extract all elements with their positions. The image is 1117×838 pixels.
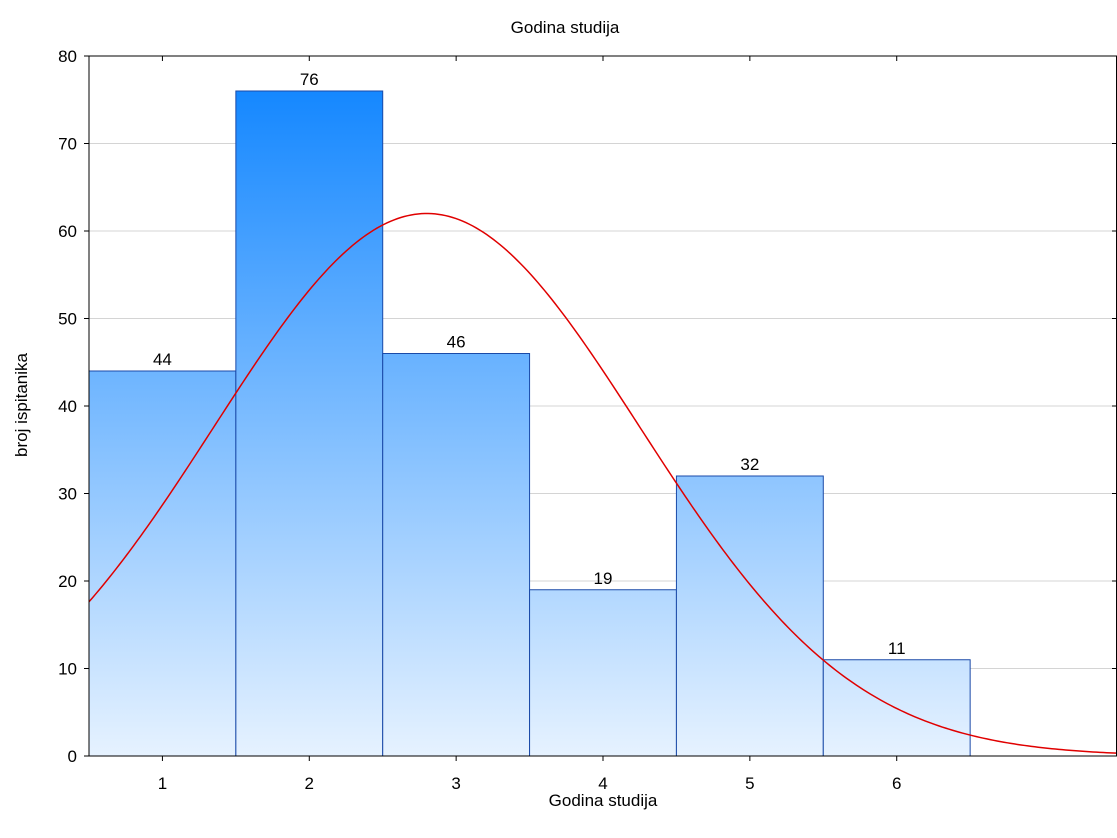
bar-value-label: 19 (594, 569, 613, 588)
bar (235, 90, 384, 757)
bar (529, 589, 677, 757)
bar-value-label: 76 (300, 70, 319, 89)
y-tick-label: 40 (58, 397, 77, 416)
data-labels: 44 76 46 19 32 11 (153, 70, 906, 658)
y-tick-label: 20 (58, 572, 77, 591)
normal-curve (89, 212, 1117, 754)
x-tick-label: 5 (745, 774, 754, 793)
bar-value-label: 11 (888, 639, 906, 658)
x-tick-label: 4 (598, 774, 607, 793)
bar-value-label: 46 (447, 333, 466, 352)
bars (88, 90, 971, 757)
y-tick-label: 60 (58, 222, 77, 241)
y-tick-label: 70 (58, 135, 77, 154)
bar (675, 475, 824, 757)
x-tick-label: 2 (305, 774, 314, 793)
y-tick-label: 10 (58, 660, 77, 679)
x-tick-label: 3 (451, 774, 460, 793)
x-tick-label: 1 (158, 774, 167, 793)
bar (88, 370, 237, 757)
y-tick-label: 0 (68, 747, 77, 766)
bar-value-label: 32 (740, 455, 759, 474)
bar (382, 353, 531, 757)
y-axis-label: broj ispitanika (12, 352, 31, 456)
chart-title: Godina studija (511, 18, 620, 37)
y-tick-label: 80 (58, 47, 77, 66)
x-axis-ticks: 1 2 3 4 5 6 (158, 56, 901, 793)
bar-value-label: 44 (153, 350, 172, 369)
y-axis-ticks: 0 10 20 30 40 50 60 70 80 (58, 47, 1117, 766)
x-axis-label: Godina studija (549, 791, 658, 810)
x-tick-label: 6 (892, 774, 901, 793)
y-tick-label: 50 (58, 310, 77, 329)
y-tick-label: 30 (58, 485, 77, 504)
